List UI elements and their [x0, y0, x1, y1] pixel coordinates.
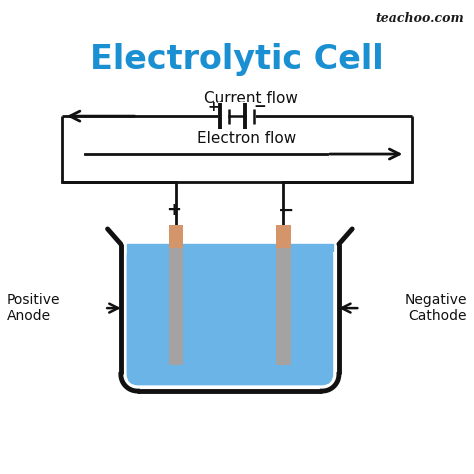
Text: Electrolytic Cell: Electrolytic Cell	[90, 43, 384, 76]
Text: Current flow: Current flow	[204, 91, 298, 106]
Text: Positive
Anode: Positive Anode	[7, 293, 61, 323]
Text: +: +	[166, 201, 182, 219]
Bar	[169, 248, 183, 365]
Bar	[276, 248, 291, 365]
Text: Electron flow: Electron flow	[197, 130, 296, 146]
Text: −: −	[254, 99, 266, 114]
Bar	[169, 225, 183, 248]
Text: +: +	[208, 100, 219, 114]
Bar	[276, 248, 291, 365]
Text: teachoo.com: teachoo.com	[376, 12, 465, 25]
Text: Negative
Cathode: Negative Cathode	[404, 293, 467, 323]
Bar	[218, 102, 256, 130]
Bar	[276, 225, 291, 248]
Bar	[169, 248, 183, 365]
Text: −: −	[278, 201, 294, 219]
FancyBboxPatch shape	[127, 244, 333, 385]
